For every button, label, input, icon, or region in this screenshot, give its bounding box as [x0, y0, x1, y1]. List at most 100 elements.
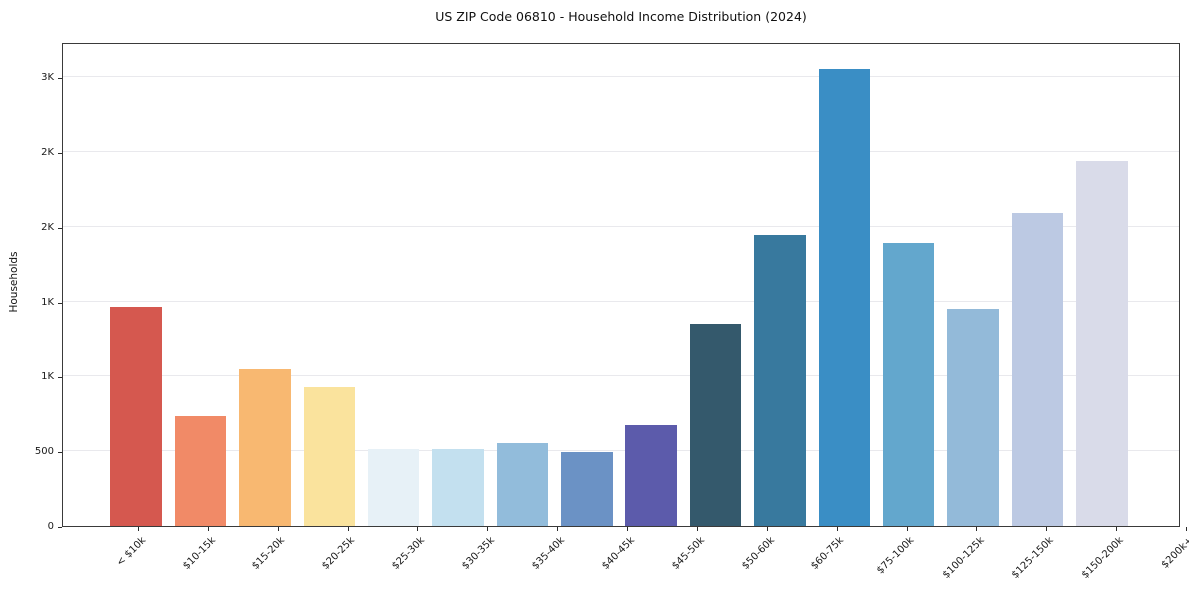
bar-slot	[748, 44, 812, 526]
bar-slot	[683, 44, 747, 526]
bar-$45-50k	[625, 424, 677, 526]
bar-slot	[1070, 44, 1134, 526]
gridline	[63, 150, 1179, 152]
y-tick-mark	[58, 152, 62, 154]
x-slot: $60-75k	[802, 527, 872, 587]
x-slot: $25-30k	[383, 527, 453, 587]
x-slot: $150-200k	[1080, 527, 1151, 587]
x-tick-mark	[207, 527, 209, 531]
bar-$50-60k	[689, 324, 742, 526]
x-tick-mark	[766, 527, 768, 531]
x-slot: $40-45k	[592, 527, 662, 587]
x-tick-label: $200k+	[1160, 535, 1189, 571]
y-tick-label: 2K	[41, 146, 54, 158]
x-tick-label: $40-45k	[599, 535, 637, 572]
bars-row	[63, 44, 1179, 526]
bar-slot	[877, 44, 941, 526]
bar-slot	[104, 44, 168, 526]
x-tick-mark	[347, 527, 349, 531]
bar-slot	[941, 44, 1005, 526]
x-tick-label: $60-75k	[809, 535, 847, 572]
bar-$100-125k	[882, 242, 935, 526]
x-slot: < $10k	[103, 527, 173, 587]
x-tick-mark	[1186, 527, 1188, 531]
x-slot: $100-125k	[940, 527, 1012, 587]
x-tick-label: $45-50k	[669, 535, 707, 572]
bar-$10-15k	[174, 415, 227, 526]
x-tick-label: $15-20k	[250, 535, 288, 572]
x-tick-label: $125-150k	[1010, 535, 1057, 581]
y-tick-mark	[58, 527, 62, 528]
x-tick-label: $20-25k	[320, 535, 358, 572]
x-slot: $45-50k	[662, 527, 732, 587]
bar-slot	[490, 44, 554, 526]
x-tick-mark	[1046, 527, 1048, 531]
bar-$200k+	[1076, 160, 1128, 526]
bar-$20-25k	[303, 386, 356, 526]
bar-slot	[619, 44, 683, 526]
x-slot: $125-150k	[1010, 527, 1081, 587]
bar-$75-100k	[818, 69, 871, 526]
bar-$60-75k	[754, 235, 806, 526]
y-tick-label: 1K	[41, 371, 54, 383]
x-tick-mark	[627, 527, 629, 531]
gridline	[63, 225, 1179, 227]
y-axis-label: Households	[8, 251, 20, 313]
gridline	[63, 300, 1179, 302]
x-tick-label: $10-15k	[180, 535, 218, 572]
x-tick-label: $100-125k	[940, 535, 987, 581]
bar-$125-150k	[947, 309, 999, 526]
x-tick-mark	[137, 527, 139, 531]
bar-slot	[168, 44, 232, 526]
x-slot: $200k+	[1151, 527, 1189, 587]
y-tick-mark	[58, 302, 62, 304]
x-slot: $15-20k	[243, 527, 313, 587]
x-tick-mark	[836, 527, 838, 531]
plot-area	[62, 43, 1180, 527]
y-tick-mark	[58, 452, 62, 454]
y-tick-label: 2K	[41, 221, 54, 233]
bar-slot	[555, 44, 619, 526]
y-tick-mark	[58, 227, 62, 229]
x-slot: $35-40k	[522, 527, 592, 587]
x-slot: $50-60k	[732, 527, 802, 587]
x-tick-label: $50-60k	[739, 535, 777, 572]
gridline	[63, 375, 1179, 377]
x-tick-mark	[417, 527, 419, 531]
bar-slot	[297, 44, 361, 526]
x-tick-label: $30-35k	[460, 535, 498, 572]
x-tick-label: $25-30k	[390, 535, 428, 572]
y-tick-label: 500	[34, 446, 54, 458]
x-tick-mark	[906, 527, 908, 531]
y-tick-label: 1K	[41, 296, 54, 308]
x-axis: < $10k $10-15k $15-20k $20-25k $25-30k $30-35…	[62, 527, 1189, 587]
x-slot: $10-15k	[173, 527, 243, 587]
x-tick-mark	[277, 527, 279, 531]
chart-title: US ZIP Code 06810 - Household Income Dis…	[435, 9, 807, 24]
y-tick-mark	[58, 377, 62, 379]
y-tick-label: 3K	[41, 72, 54, 84]
bar-$30-35k	[432, 449, 484, 526]
x-tick-mark	[1116, 527, 1118, 531]
x-tick-label: $75-100k	[874, 535, 917, 577]
x-tick-mark	[696, 527, 698, 531]
gridline	[63, 76, 1179, 78]
bar-$150-200k	[1011, 213, 1064, 526]
x-slot: $75-100k	[872, 527, 942, 587]
x-slot: $30-35k	[452, 527, 522, 587]
x-tick-label: < $10k	[114, 535, 148, 569]
bar-slot	[362, 44, 426, 526]
bar-$25-30k	[367, 448, 420, 526]
bar-slot	[426, 44, 490, 526]
x-tick-mark	[487, 527, 489, 531]
y-tick-label: 0	[47, 521, 54, 532]
x-slot: $20-25k	[313, 527, 383, 587]
bar-$15-20k	[239, 368, 291, 526]
x-tick-label: $35-40k	[530, 535, 567, 572]
y-tick-mark	[58, 78, 62, 80]
bar-$35-40k	[496, 443, 549, 526]
bar-$40-45k	[561, 452, 613, 526]
x-tick-label: $150-200k	[1080, 535, 1126, 581]
bar-slot	[233, 44, 297, 526]
